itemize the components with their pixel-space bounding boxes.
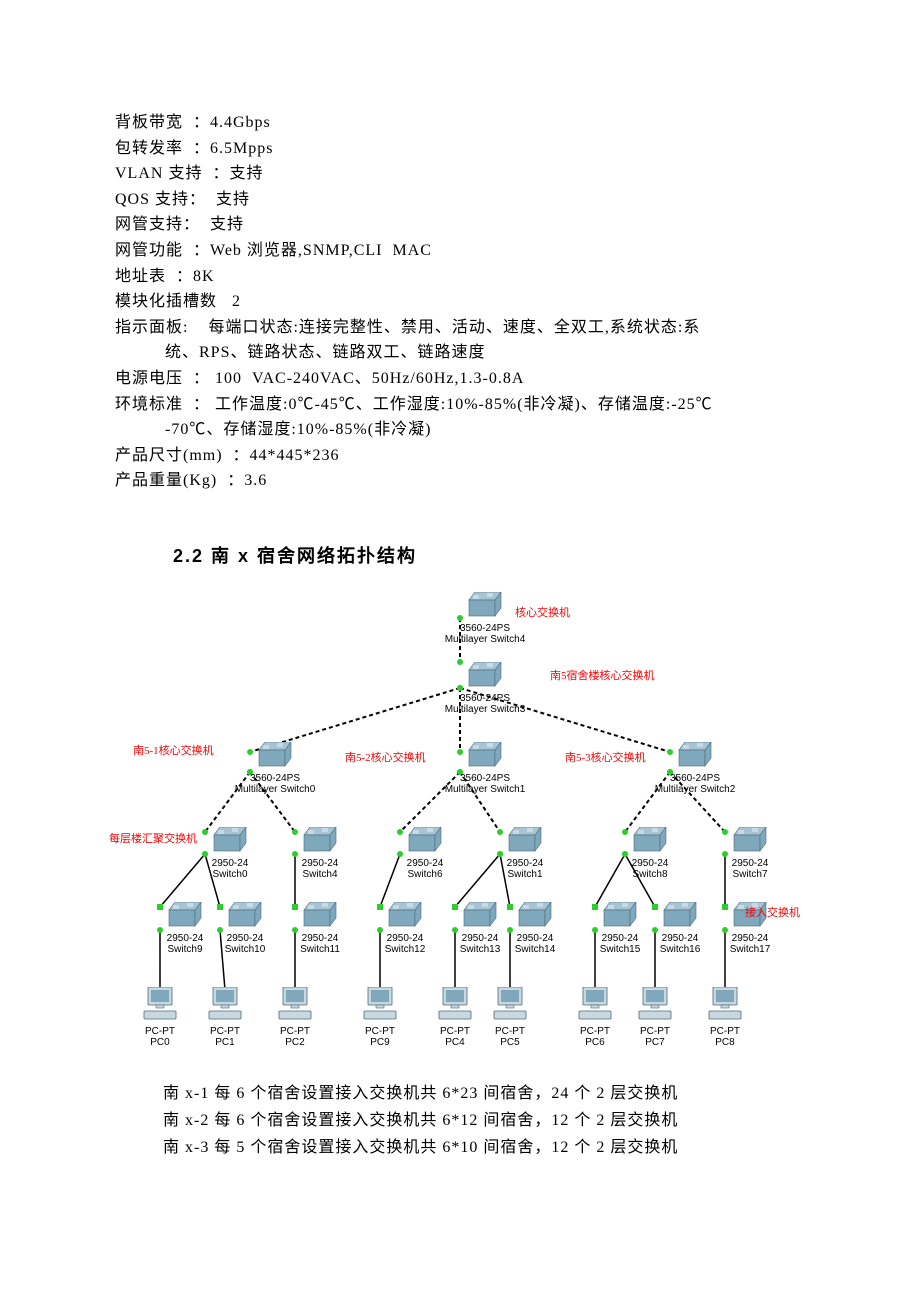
pc-node: PC-PTPC8 [705,987,745,1048]
topology-diagram: 3560-24PSMultilayer Switch43560-24PSMult… [115,592,805,1052]
topology-links [115,592,805,1052]
switch-node: 3560-24PSMultilayer Switch3 [440,662,530,715]
switch-node: 2950-24Switch14 [490,902,580,955]
switch-node: 2950-24Switch4 [275,827,365,880]
pc-node: PC-PTPC2 [275,987,315,1048]
pc-node: PC-PTPC5 [490,987,530,1048]
topology-label: 南5-3核心交换机 [565,749,646,765]
footer-line: 南 x-3 每 5 个宿舍设置接入交换机共 6*10 间宿舍，12 个 2 层交… [163,1134,805,1161]
spec-line: 统、RPS、链路状态、链路双工、链路速度 [115,340,805,366]
section-heading: 2.2 南 x 宿舍网络拓扑结构 [173,542,805,568]
switch-node: 3560-24PSMultilayer Switch2 [650,742,740,795]
switch-node: 2950-24Switch1 [480,827,570,880]
spec-line: -70℃、存储湿度:10%-85%(非冷凝) [115,417,805,443]
spec-line: 环境标准 ： 工作温度:0℃-45℃、工作湿度:10%-85%(非冷凝)、存储温… [115,392,805,418]
footer-line: 南 x-2 每 6 个宿舍设置接入交换机共 6*12 间宿舍，12 个 2 层交… [163,1107,805,1134]
topology-label: 接入交换机 [745,904,800,920]
spec-list: 背板带宽 ：4.4Gbps 包转发率 ：6.5Mpps VLAN 支持 ：支持 … [115,110,805,494]
spec-line: 电源电压 ： 100 VAC-240VAC、50Hz/60Hz,1.3-0.8A [115,366,805,392]
spec-line: 包转发率 ：6.5Mpps [115,136,805,162]
spec-line: 网管支持： 支持 [115,212,805,238]
footer-notes: 南 x-1 每 6 个宿舍设置接入交换机共 6*23 间宿舍，24 个 2 层交… [115,1080,805,1162]
topology-label: 南5-2核心交换机 [345,749,426,765]
switch-node: 2950-24Switch6 [380,827,470,880]
pc-node: PC-PTPC0 [140,987,180,1048]
spec-line: 背板带宽 ：4.4Gbps [115,110,805,136]
switch-node: 3560-24PSMultilayer Switch1 [440,742,530,795]
footer-line: 南 x-1 每 6 个宿舍设置接入交换机共 6*23 间宿舍，24 个 2 层交… [163,1080,805,1107]
pc-node: PC-PTPC9 [360,987,400,1048]
switch-node: 2950-24Switch0 [185,827,275,880]
switch-node: 2950-24Switch8 [605,827,695,880]
topology-label: 每层楼汇聚交换机 [109,830,197,846]
spec-line: 产品尺寸(mm) ：44*445*236 [115,443,805,469]
spec-line: 地址表 ：8K [115,264,805,290]
pc-node: PC-PTPC6 [575,987,615,1048]
switch-node: 2950-24Switch7 [705,827,795,880]
spec-line: 模块化插槽数 2 [115,289,805,315]
spec-line: QOS 支持： 支持 [115,187,805,213]
pc-node: PC-PTPC4 [435,987,475,1048]
switch-node: 3560-24PSMultilayer Switch0 [230,742,320,795]
spec-line: VLAN 支持 ：支持 [115,161,805,187]
pc-node: PC-PTPC7 [635,987,675,1048]
topology-label: 南5-1核心交换机 [133,742,214,758]
topology-label: 南5宿舍楼核心交换机 [550,667,655,683]
topology-label: 核心交换机 [515,604,570,620]
spec-line: 产品重量(Kg) ：3.6 [115,468,805,494]
spec-line: 指示面板: 每端口状态:连接完整性、禁用、活动、速度、全双工,系统状态:系 [115,315,805,341]
spec-line: 网管功能 ：Web 浏览器,SNMP,CLI MAC [115,238,805,264]
pc-node: PC-PTPC1 [205,987,245,1048]
switch-node: 2950-24Switch11 [275,902,365,955]
